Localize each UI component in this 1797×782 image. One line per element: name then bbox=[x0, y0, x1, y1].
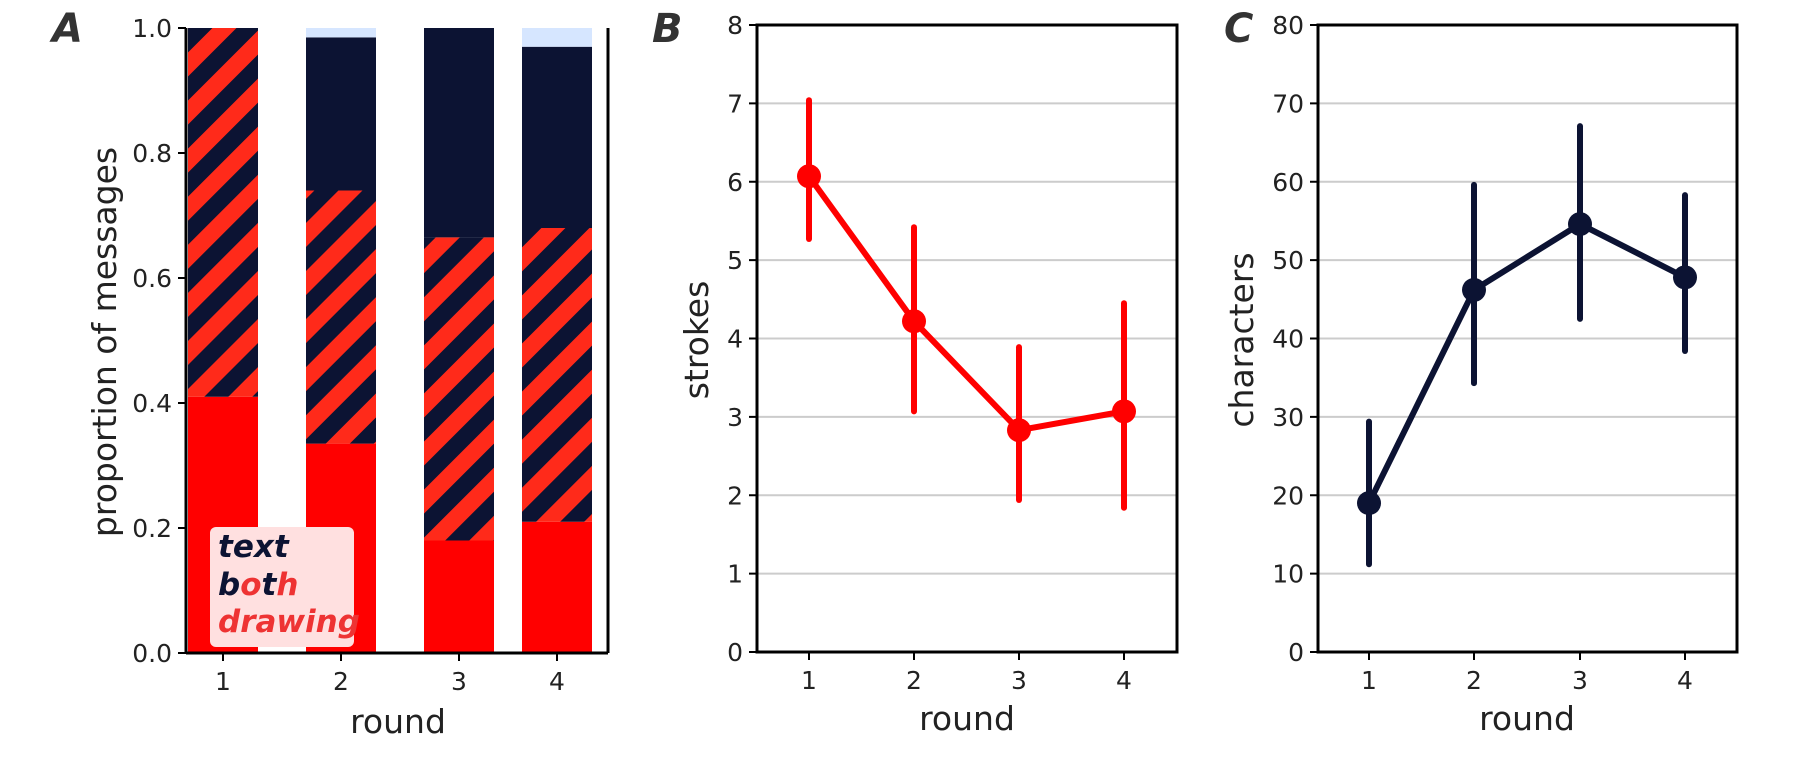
y-tick-label: 7 bbox=[727, 89, 743, 118]
data-point-round-2 bbox=[1462, 277, 1486, 302]
x-tick-label: 3 bbox=[451, 667, 467, 696]
legend-entry-both: both bbox=[218, 567, 298, 603]
bar-other-round-4 bbox=[522, 28, 592, 47]
y-tick-label: 4 bbox=[727, 325, 743, 354]
panel-b-xlabel: round bbox=[919, 699, 1015, 738]
bar-both-round-1 bbox=[188, 28, 258, 397]
y-tick-label: 0.2 bbox=[132, 514, 172, 543]
panel-b-ylabel: strokes bbox=[677, 281, 716, 400]
y-tick-label: 0.6 bbox=[132, 264, 172, 293]
panel-a-bars bbox=[188, 28, 592, 653]
y-tick-label: 60 bbox=[1272, 168, 1304, 197]
y-tick-label: 30 bbox=[1272, 403, 1304, 432]
y-tick-label: 40 bbox=[1272, 325, 1304, 354]
x-tick-label: 4 bbox=[1677, 666, 1693, 695]
data-point-round-4 bbox=[1673, 265, 1697, 290]
panel-a-label: A bbox=[49, 6, 83, 52]
y-tick-label: 1 bbox=[727, 560, 743, 589]
y-tick-label: 3 bbox=[727, 403, 743, 432]
x-tick-label: 2 bbox=[333, 667, 349, 696]
panel-c-plot: 0 10 20 30 40 50 60 70 80 1 2 3 4 bbox=[1272, 11, 1739, 695]
x-tick-label: 1 bbox=[1361, 666, 1377, 695]
bar-text-round-3 bbox=[424, 28, 494, 238]
panel-b: B 0 1 2 3 4 5 6 7 8 1 2 3 4 round strokes bbox=[652, 6, 1179, 738]
panel-a-ylabel: proportion of messages bbox=[85, 147, 124, 537]
legend-entry-drawing: drawing bbox=[218, 604, 360, 640]
y-tick-label: 10 bbox=[1272, 560, 1304, 589]
legend-entry-text: text bbox=[218, 529, 290, 565]
y-tick-label: 0.0 bbox=[132, 639, 172, 668]
y-tick-label: 20 bbox=[1272, 481, 1304, 510]
y-tick-label: 6 bbox=[727, 168, 743, 197]
data-point-round-1 bbox=[1357, 491, 1381, 516]
bar-other-round-2 bbox=[306, 28, 376, 38]
y-tick-label: 0.8 bbox=[132, 139, 172, 168]
panel-c-ylabel: characters bbox=[1222, 252, 1261, 427]
x-tick-label: 1 bbox=[801, 666, 817, 695]
data-point-round-3 bbox=[1007, 418, 1031, 443]
panel-a-axes: 0.0 0.2 0.4 0.6 0.8 1.0 1 2 3 4 bbox=[132, 14, 610, 696]
series-line bbox=[1366, 221, 1687, 505]
y-tick-label: 8 bbox=[727, 11, 743, 40]
panel-c: C 0 10 20 30 40 50 60 70 80 1 2 3 4 round characters bbox=[1222, 6, 1739, 738]
panel-c-xlabel: round bbox=[1479, 699, 1575, 738]
legend-both-char-4: h bbox=[276, 567, 298, 603]
y-tick-label: 0 bbox=[1288, 638, 1304, 667]
x-tick-label: 4 bbox=[1116, 666, 1132, 695]
x-tick-label: 3 bbox=[1572, 666, 1588, 695]
y-tick-label: 2 bbox=[727, 481, 743, 510]
y-tick-label: 80 bbox=[1272, 11, 1304, 40]
legend-both-char-1: b bbox=[218, 567, 240, 603]
bar-drawing-round-4 bbox=[522, 521, 592, 653]
y-tick-label: 50 bbox=[1272, 246, 1304, 275]
x-tick-label: 1 bbox=[215, 667, 231, 696]
y-tick-label: 70 bbox=[1272, 89, 1304, 118]
x-tick-label: 2 bbox=[906, 666, 922, 695]
data-point-round-3 bbox=[1568, 212, 1592, 237]
y-tick-label: 0.4 bbox=[132, 389, 172, 418]
data-point-round-4 bbox=[1112, 399, 1136, 424]
x-tick-label: 3 bbox=[1011, 666, 1027, 695]
legend-both-char-3: t bbox=[262, 567, 278, 603]
bar-text-round-4 bbox=[522, 46, 592, 228]
legend-both-char-2: o bbox=[240, 567, 261, 603]
panel-a: A 0.0 0.2 0.4 0.6 0.8 1.0 1 2 3 4 round proportio… bbox=[49, 6, 610, 741]
panel-a-legend: text both drawing bbox=[210, 527, 360, 647]
bar-drawing-round-3 bbox=[424, 540, 494, 653]
panel-a-xlabel: round bbox=[350, 702, 446, 741]
y-tick-label: 5 bbox=[727, 246, 743, 275]
legend-box bbox=[210, 527, 354, 647]
panel-b-label: B bbox=[652, 6, 683, 52]
data-point-round-2 bbox=[902, 309, 926, 334]
bar-both-round-4 bbox=[522, 228, 592, 522]
x-tick-label: 4 bbox=[549, 667, 565, 696]
x-tick-label: 2 bbox=[1466, 666, 1482, 695]
panel-b-plot: 0 1 2 3 4 5 6 7 8 1 2 3 4 bbox=[727, 11, 1179, 695]
bar-both-round-3 bbox=[424, 237, 494, 541]
bar-both-round-2 bbox=[306, 190, 376, 444]
y-tick-label: 0 bbox=[727, 638, 743, 667]
data-point-round-1 bbox=[797, 164, 821, 189]
y-tick-label: 1.0 bbox=[132, 14, 172, 43]
series-line bbox=[806, 174, 1125, 434]
bar-text-round-2 bbox=[306, 37, 376, 191]
panel-c-label: C bbox=[1224, 6, 1253, 52]
